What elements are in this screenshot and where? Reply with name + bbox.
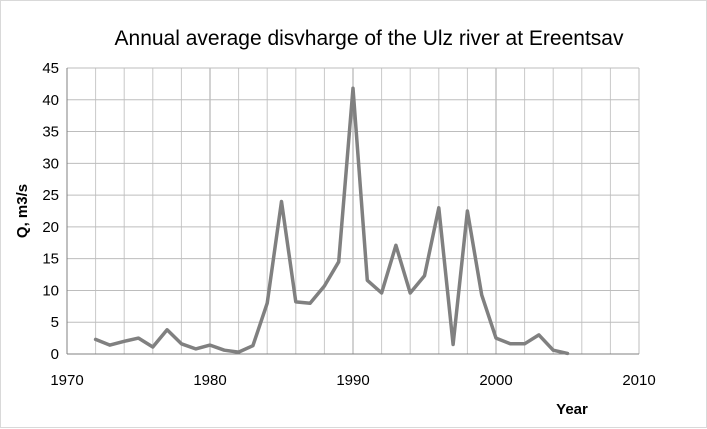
y-tick-label: 40 [42,92,59,109]
data-point [337,260,340,264]
data-point [366,279,369,282]
data-point [494,336,498,340]
y-axis-label: Q, m3/s [14,184,31,238]
data-point [451,343,455,346]
x-tick-label: 1990 [336,372,369,389]
chart-title: Annual average disvharge of the Ulz rive… [115,27,624,50]
data-point [351,87,355,90]
data-point [208,343,212,347]
data-point [552,348,555,352]
data-point [165,328,169,332]
data-point [509,342,512,346]
y-tick-label: 10 [42,282,59,299]
data-point [108,343,112,347]
x-tick-label: 2000 [479,372,512,389]
data-point [137,336,140,340]
data-point [123,340,126,343]
data-point [180,342,183,346]
tick-labels: 0 5 10 15 20 25 30 35 40 45 1970 1980 1990 2000 2010 [42,60,655,389]
data-point [480,293,483,297]
data-point [409,291,412,295]
data-point [294,300,297,304]
x-tick-label: 1980 [193,372,226,389]
axes [66,68,639,355]
data-point [523,342,526,346]
x-axis-label: Year [556,401,588,418]
x-tick-label: 1970 [50,372,83,389]
data-point [151,345,154,349]
data-point [323,284,326,288]
data-point [537,333,541,337]
data-point [94,338,97,341]
y-tick-label: 30 [42,155,59,172]
data-point [308,301,312,305]
data-point [437,206,440,210]
y-tick-label: 20 [42,219,59,236]
y-tick-label: 45 [42,60,59,77]
series-line [93,86,570,356]
data-point [266,301,269,305]
data-point [394,244,398,247]
data-point [237,350,240,354]
y-tick-label: 25 [42,187,59,204]
y-tick-label: 35 [42,124,59,141]
data-point [566,352,569,355]
data-point [223,348,226,352]
data-point [251,344,255,347]
data-point [280,200,283,203]
y-tick-label: 5 [51,314,59,331]
data-point [466,209,469,213]
series-layer [93,86,570,356]
y-tick-label: 0 [51,346,59,363]
x-tick-label: 2010 [622,372,655,389]
y-tick-label: 15 [42,251,59,268]
data-point [380,291,383,295]
data-point [194,347,197,351]
data-point [423,274,426,278]
